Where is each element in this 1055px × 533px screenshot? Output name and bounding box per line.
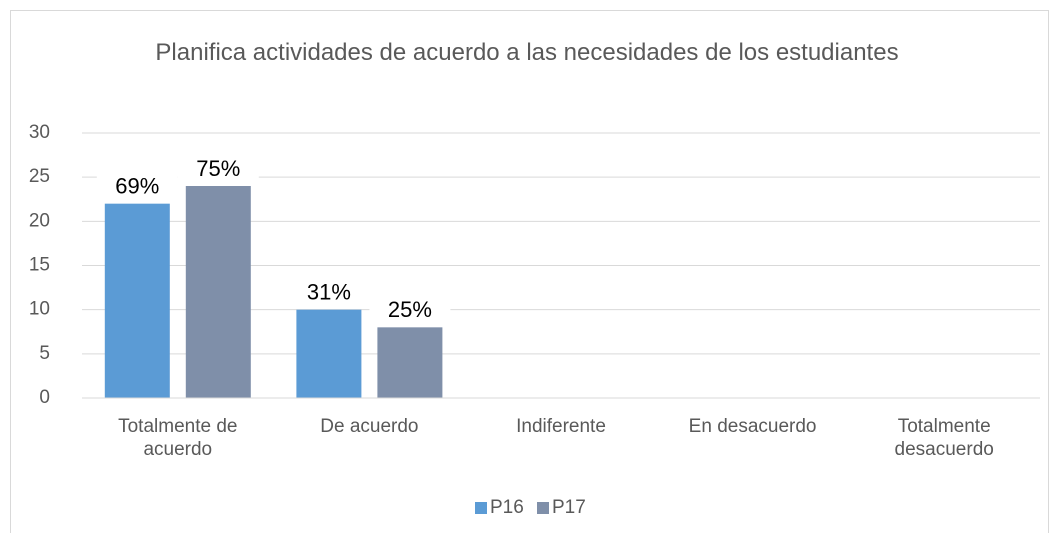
y-tick-label: 25 (29, 166, 50, 187)
bar (377, 327, 443, 398)
chart-border (10, 10, 1049, 533)
y-tick-label: 5 (39, 343, 50, 364)
bar (185, 186, 251, 398)
chart-title: Planifica actividades de acuerdo a las n… (155, 39, 899, 66)
value-label-bg (96, 173, 178, 202)
x-tick-label: En desacuerdo (688, 416, 817, 437)
y-tick-label: 20 (29, 210, 50, 231)
y-tick-label: 10 (29, 299, 50, 320)
bar (296, 309, 362, 398)
x-tick-label: Indiferente (516, 416, 606, 437)
x-tick-label: Totalmente de acuerdo (118, 416, 238, 460)
bar (104, 203, 170, 398)
value-label-bg (177, 156, 259, 184)
value-label: 69% (115, 173, 159, 198)
y-tick-label: 15 (29, 255, 50, 276)
value-label: 31% (307, 279, 351, 304)
x-tick-label: De acuerdo (320, 416, 419, 437)
x-tick-label: Totalmente desacuerdo (894, 416, 994, 460)
legend-swatch (537, 502, 549, 514)
value-label-bg (288, 279, 370, 308)
legend-label: P16 (490, 497, 524, 518)
legend-swatch (475, 502, 487, 514)
value-label: 75% (196, 156, 240, 181)
y-tick-label: 0 (39, 387, 50, 408)
y-tick-label: 30 (29, 122, 50, 143)
value-label: 25% (388, 297, 432, 322)
value-label-bg (369, 297, 451, 326)
legend-label: P17 (552, 497, 586, 518)
